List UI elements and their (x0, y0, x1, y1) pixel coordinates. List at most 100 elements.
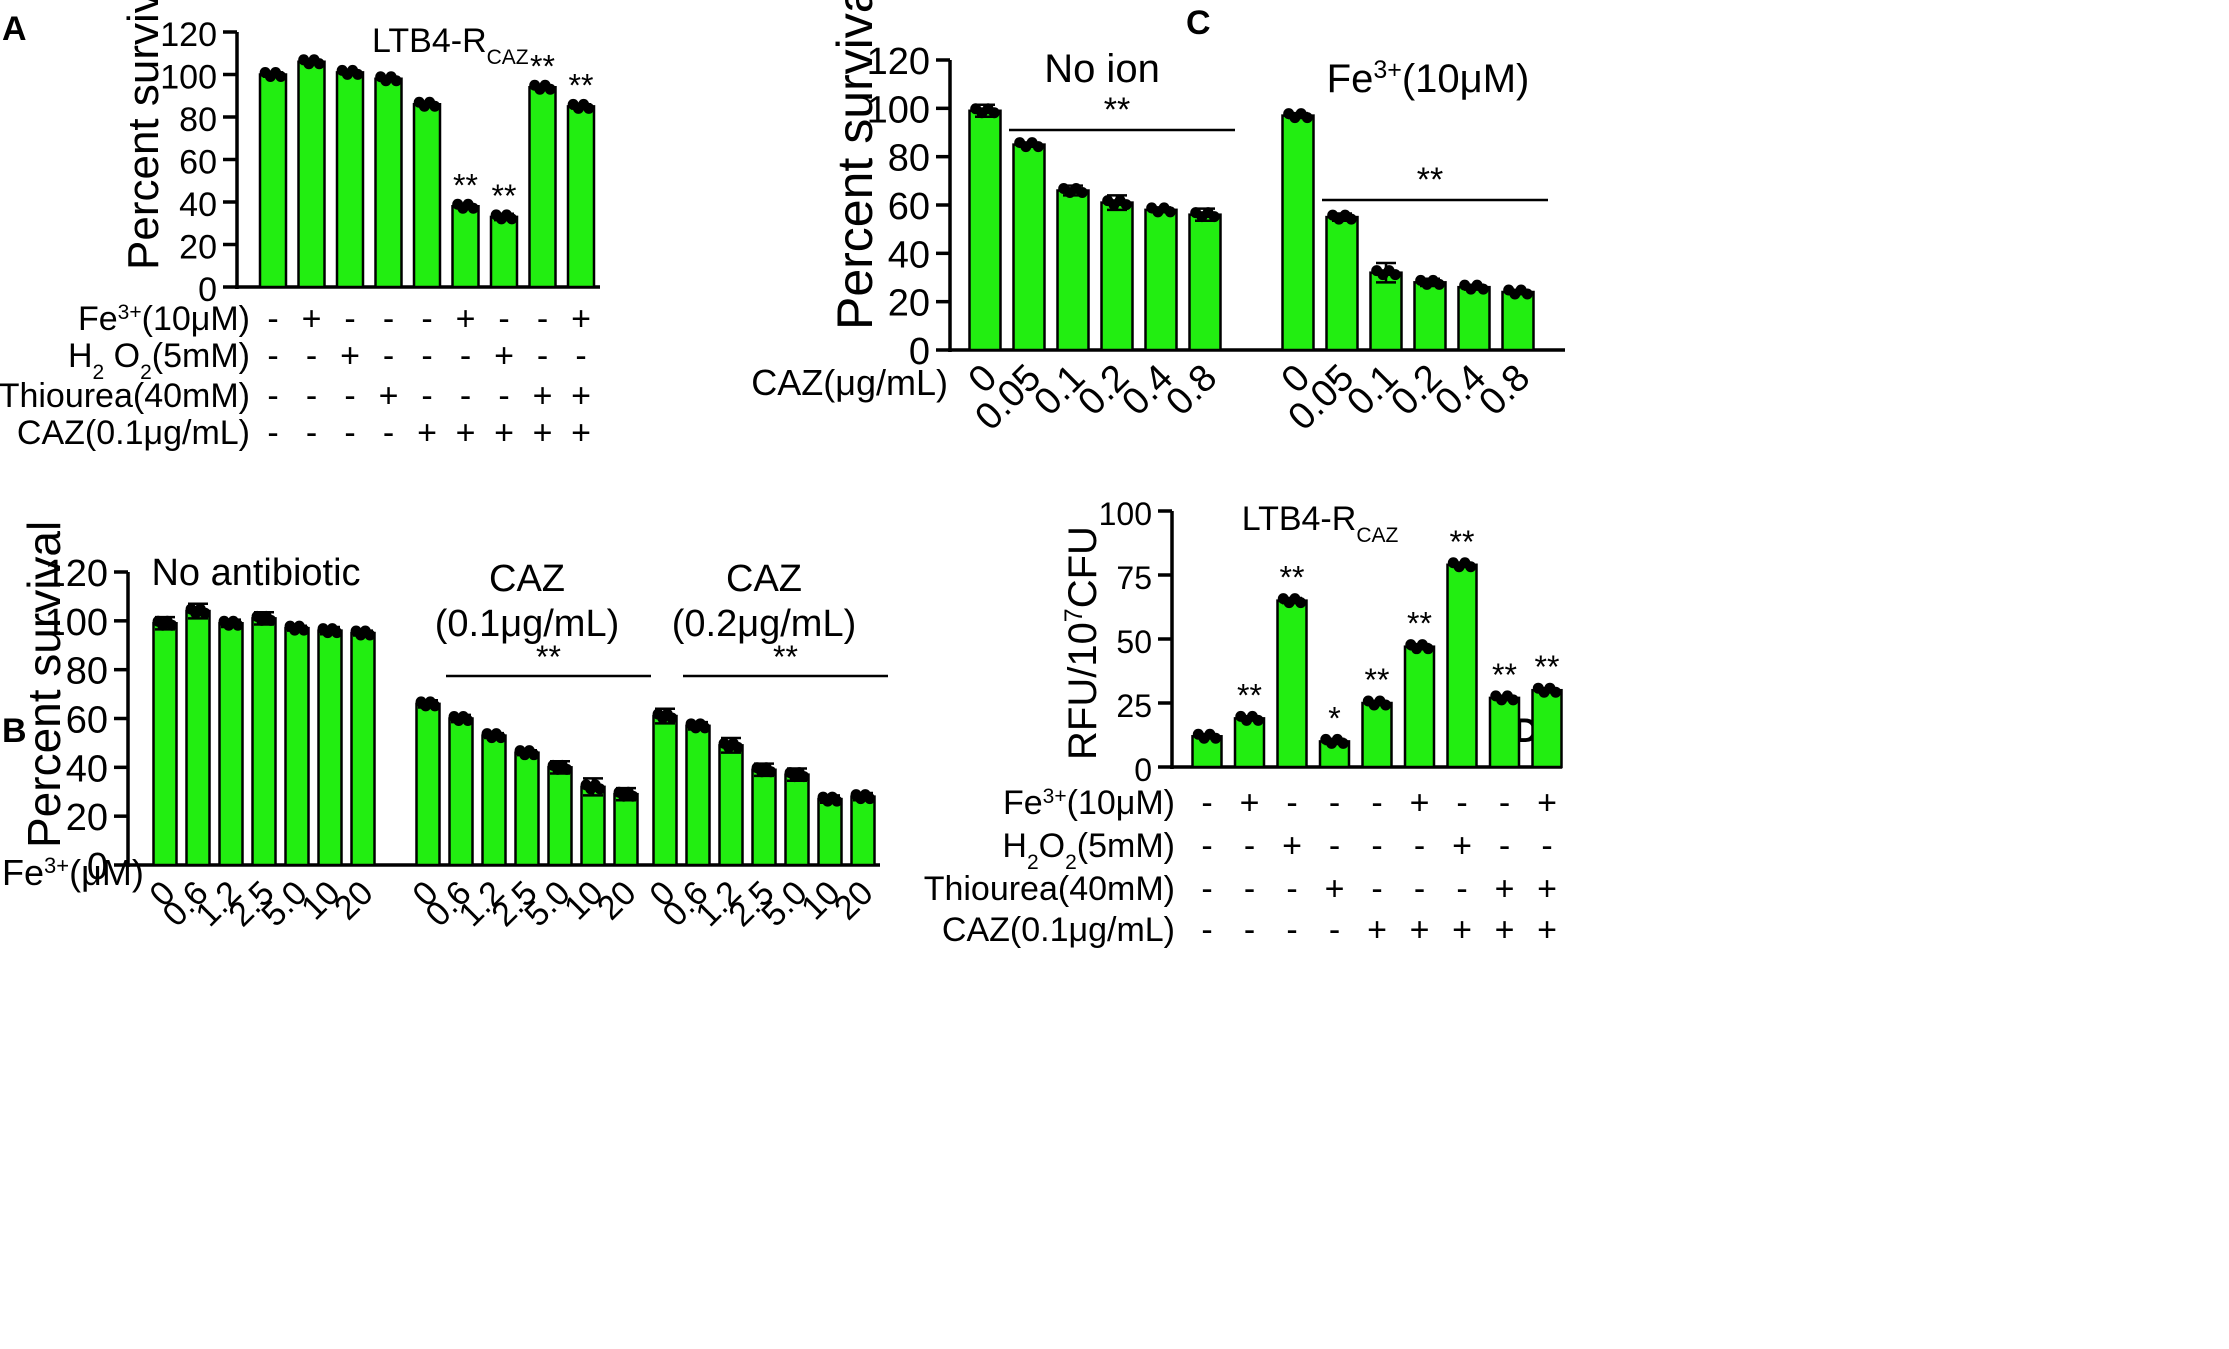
a-condition-sign: - (421, 337, 432, 375)
b-bar (685, 724, 711, 867)
c-x-axis-label: CAZ(μg/mL) (751, 362, 948, 403)
panel-label-a: A (2, 10, 27, 48)
b-bar (218, 622, 244, 867)
b-bar (415, 702, 441, 867)
b-y-tick-label: 40 (66, 748, 108, 790)
a-condition-sign: + (340, 337, 360, 375)
c-x-tick-label: 0.8 (1471, 357, 1538, 424)
d-data-point (1465, 561, 1477, 573)
d-bar (1403, 645, 1436, 769)
a-y-tick-label: 60 (179, 144, 217, 182)
d-condition-sign: - (1414, 870, 1425, 908)
c-sig-label: ** (1104, 91, 1130, 129)
d-condition-sign: - (1329, 827, 1340, 865)
b-data-point (627, 790, 639, 802)
a-condition-label: Thiourea(40mM) (0, 377, 250, 415)
c-bar (1144, 208, 1178, 352)
a-data-point (544, 83, 556, 95)
d-condition-sign: - (1499, 827, 1510, 865)
b-y-tick-label: 120 (45, 553, 108, 595)
b-data-point (831, 795, 843, 807)
a-condition-sign: + (571, 414, 591, 452)
chart-panel-d: 0255075100RFU/107CFULTB4-RCAZ***********… (924, 496, 1563, 949)
a-data-point (583, 102, 595, 114)
a-condition-sign: - (537, 300, 548, 338)
c-y-tick-label: 120 (867, 41, 930, 83)
a-condition-sign: + (302, 300, 322, 338)
b-data-point (765, 766, 777, 778)
c-bar (1188, 213, 1222, 352)
a-y-tick-label: 120 (160, 16, 217, 54)
c-data-point (1345, 213, 1357, 225)
a-bar (451, 205, 480, 289)
a-condition-sign: - (383, 337, 394, 375)
b-data-point (265, 614, 277, 626)
d-bar (1276, 599, 1308, 769)
a-y-tick-label: 40 (179, 186, 217, 224)
b-bar (547, 766, 573, 867)
d-condition-sign: - (1201, 911, 1212, 949)
a-bar (528, 86, 557, 289)
b-bar (613, 792, 639, 867)
b-data-point (232, 619, 244, 631)
c-data-point (1301, 112, 1313, 124)
a-condition-sign: + (533, 414, 553, 452)
a-condition-sign: - (344, 377, 355, 415)
b-sig-label: ** (536, 639, 561, 675)
a-condition-sign: - (460, 337, 471, 375)
d-sig-label: ** (1535, 649, 1560, 685)
c-group-title: No ion (1044, 47, 1160, 91)
a-data-point (313, 58, 325, 70)
a-y-tick-label: 80 (179, 101, 217, 139)
d-condition-sign: + (1537, 911, 1557, 949)
b-data-point (561, 763, 573, 775)
d-condition-sign: + (1325, 870, 1345, 908)
c-y-tick-label: 100 (867, 89, 930, 131)
a-data-point (429, 100, 441, 112)
b-x-tick-label: 20 (827, 874, 881, 928)
b-y-tick-label: 60 (66, 700, 108, 742)
b-bar (817, 797, 843, 867)
a-condition-label: Fe3+(10μM) (78, 300, 250, 338)
b-data-point (462, 715, 474, 726)
d-condition-sign: + (1410, 911, 1430, 949)
a-condition-sign: - (267, 337, 278, 375)
c-y-tick-label: 20 (888, 283, 930, 325)
c-data-point (1032, 141, 1044, 153)
b-group-subtitle: (0.1μg/mL) (435, 603, 620, 645)
b-y-tick-label: 20 (66, 797, 108, 839)
a-condition-sign: - (421, 300, 432, 338)
d-bar (1446, 563, 1478, 769)
d-y-tick-label: 75 (1116, 560, 1152, 596)
c-bar (1281, 114, 1315, 352)
c-bar (1325, 215, 1359, 352)
c-sig-label: ** (1417, 161, 1443, 199)
a-condition-sign: + (456, 300, 476, 338)
c-data-point (1120, 199, 1132, 211)
a-condition-sign: - (344, 414, 355, 452)
d-sig-label: ** (1365, 662, 1390, 698)
a-bar (374, 77, 403, 289)
b-bar (850, 795, 876, 867)
a-condition-sign: - (306, 337, 317, 375)
d-y-tick-label: 50 (1116, 624, 1152, 660)
d-condition-sign: - (1371, 784, 1382, 822)
d-data-point (1380, 699, 1392, 711)
d-y-axis-label: RFU/107CFU (1060, 526, 1105, 760)
d-bar (1361, 701, 1393, 769)
d-title: LTB4-RCAZ (1242, 500, 1399, 547)
a-condition-sign: - (267, 414, 278, 452)
b-y-axis-label: Percent survival (18, 521, 70, 848)
c-data-point (1477, 283, 1489, 295)
a-bar (566, 105, 596, 289)
b-y-tick-label: 100 (45, 602, 108, 644)
d-bar (1488, 696, 1521, 769)
b-bar (448, 717, 474, 867)
a-data-point (467, 202, 479, 214)
d-condition-sign: - (1371, 870, 1382, 908)
d-y-tick-label: 0 (1134, 752, 1152, 788)
a-bar (297, 60, 326, 289)
d-condition-sign: + (1537, 870, 1557, 908)
